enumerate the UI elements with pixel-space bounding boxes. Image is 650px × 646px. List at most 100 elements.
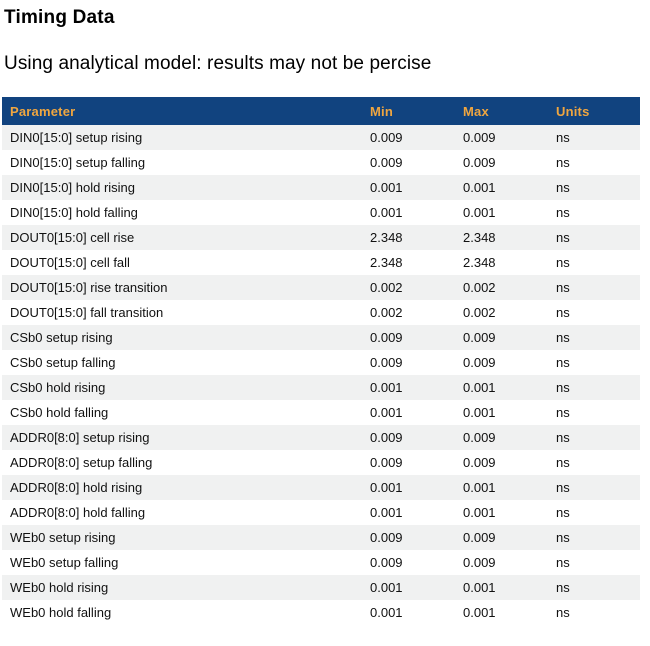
column-header-min: Min — [370, 103, 393, 119]
cell-max: 0.001 — [463, 405, 496, 420]
cell-min: 0.001 — [370, 605, 403, 620]
timing-data-table: Parameter Min Max Units DIN0[15:0] setup… — [2, 97, 640, 625]
table-row: WEb0 setup rising 0.009 0.009 ns — [2, 525, 640, 550]
cell-min: 0.001 — [370, 505, 403, 520]
cell-parameter: DIN0[15:0] setup rising — [10, 130, 143, 145]
cell-parameter: ADDR0[8:0] setup falling — [10, 455, 153, 470]
cell-min: 0.001 — [370, 405, 403, 420]
cell-parameter: WEb0 hold rising — [10, 580, 109, 595]
page-title: Timing Data — [4, 7, 115, 28]
cell-max: 0.002 — [463, 305, 496, 320]
cell-units: ns — [556, 405, 570, 420]
cell-max: 0.001 — [463, 480, 496, 495]
cell-max: 0.001 — [463, 380, 496, 395]
cell-min: 0.001 — [370, 205, 403, 220]
cell-parameter: DOUT0[15:0] cell rise — [10, 230, 135, 245]
cell-units: ns — [556, 455, 570, 470]
table-row: ADDR0[8:0] hold falling 0.001 0.001 ns — [2, 500, 640, 525]
cell-max: 0.009 — [463, 330, 496, 345]
cell-parameter: DOUT0[15:0] cell fall — [10, 255, 130, 270]
cell-min: 0.002 — [370, 280, 403, 295]
table-row: CSb0 hold falling 0.001 0.001 ns — [2, 400, 640, 425]
cell-min: 0.009 — [370, 155, 403, 170]
cell-parameter: ADDR0[8:0] hold rising — [10, 480, 143, 495]
cell-min: 0.009 — [370, 355, 403, 370]
cell-parameter: DIN0[15:0] setup falling — [10, 155, 146, 170]
cell-max: 0.009 — [463, 155, 496, 170]
cell-parameter: DIN0[15:0] hold falling — [10, 205, 138, 220]
table-row: CSb0 hold rising 0.001 0.001 ns — [2, 375, 640, 400]
cell-max: 0.001 — [463, 605, 496, 620]
cell-parameter: DIN0[15:0] hold rising — [10, 180, 136, 195]
table-row: CSb0 setup falling 0.009 0.009 ns — [2, 350, 640, 375]
cell-max: 0.009 — [463, 430, 496, 445]
cell-parameter: WEb0 setup falling — [10, 555, 119, 570]
cell-min: 0.009 — [370, 555, 403, 570]
cell-max: 0.009 — [463, 130, 496, 145]
cell-units: ns — [556, 180, 570, 195]
table-row: DIN0[15:0] setup falling 0.009 0.009 ns — [2, 150, 640, 175]
column-header-parameter: Parameter — [10, 103, 76, 119]
page-subtitle: Using analytical model: results may not … — [4, 53, 432, 74]
cell-parameter: ADDR0[8:0] hold falling — [10, 505, 146, 520]
cell-units: ns — [556, 230, 570, 245]
cell-units: ns — [556, 155, 570, 170]
cell-parameter: CSb0 setup rising — [10, 330, 113, 345]
table-row: WEb0 setup falling 0.009 0.009 ns — [2, 550, 640, 575]
cell-max: 0.009 — [463, 455, 496, 470]
cell-units: ns — [556, 480, 570, 495]
table-row: DIN0[15:0] hold falling 0.001 0.001 ns — [2, 200, 640, 225]
cell-units: ns — [556, 555, 570, 570]
cell-units: ns — [556, 355, 570, 370]
table-row: DOUT0[15:0] cell fall 2.348 2.348 ns — [2, 250, 640, 275]
table-row: DOUT0[15:0] fall transition 0.002 0.002 ns — [2, 300, 640, 325]
cell-parameter: CSb0 setup falling — [10, 355, 116, 370]
table-row: DIN0[15:0] setup rising 0.009 0.009 ns — [2, 125, 640, 150]
cell-units: ns — [556, 130, 570, 145]
table-row: CSb0 setup rising 0.009 0.009 ns — [2, 325, 640, 350]
table-row: ADDR0[8:0] hold rising 0.001 0.001 ns — [2, 475, 640, 500]
cell-units: ns — [556, 305, 570, 320]
cell-max: 0.009 — [463, 530, 496, 545]
cell-min: 0.002 — [370, 305, 403, 320]
table-row: DOUT0[15:0] rise transition 0.002 0.002 ns — [2, 275, 640, 300]
cell-min: 2.348 — [370, 255, 403, 270]
cell-units: ns — [556, 430, 570, 445]
cell-min: 0.009 — [370, 330, 403, 345]
cell-max: 0.001 — [463, 205, 496, 220]
cell-units: ns — [556, 255, 570, 270]
cell-min: 0.009 — [370, 530, 403, 545]
cell-parameter: WEb0 hold falling — [10, 605, 112, 620]
table-body: DIN0[15:0] setup rising 0.009 0.009 ns DIN0[… — [2, 125, 640, 625]
table-row: WEb0 hold rising 0.001 0.001 ns — [2, 575, 640, 600]
cell-max: 0.009 — [463, 555, 496, 570]
cell-units: ns — [556, 330, 570, 345]
cell-max: 0.001 — [463, 580, 496, 595]
cell-min: 0.001 — [370, 180, 403, 195]
cell-units: ns — [556, 380, 570, 395]
cell-units: ns — [556, 205, 570, 220]
cell-max: 0.001 — [463, 505, 496, 520]
cell-units: ns — [556, 530, 570, 545]
cell-min: 0.009 — [370, 455, 403, 470]
cell-min: 2.348 — [370, 230, 403, 245]
cell-parameter: WEb0 setup rising — [10, 530, 116, 545]
table-row: WEb0 hold falling 0.001 0.001 ns — [2, 600, 640, 625]
table-row: ADDR0[8:0] setup falling 0.009 0.009 ns — [2, 450, 640, 475]
cell-max: 2.348 — [463, 255, 496, 270]
cell-max: 0.009 — [463, 355, 496, 370]
cell-max: 0.001 — [463, 180, 496, 195]
table-row: DOUT0[15:0] cell rise 2.348 2.348 ns — [2, 225, 640, 250]
table-header-row: Parameter Min Max Units — [2, 97, 640, 125]
cell-min: 0.001 — [370, 580, 403, 595]
column-header-max: Max — [463, 103, 489, 119]
cell-max: 0.002 — [463, 280, 496, 295]
cell-units: ns — [556, 280, 570, 295]
cell-min: 0.009 — [370, 130, 403, 145]
cell-parameter: CSb0 hold rising — [10, 380, 106, 395]
cell-units: ns — [556, 605, 570, 620]
table-row: ADDR0[8:0] setup rising 0.009 0.009 ns — [2, 425, 640, 450]
cell-parameter: ADDR0[8:0] setup rising — [10, 430, 150, 445]
cell-units: ns — [556, 580, 570, 595]
